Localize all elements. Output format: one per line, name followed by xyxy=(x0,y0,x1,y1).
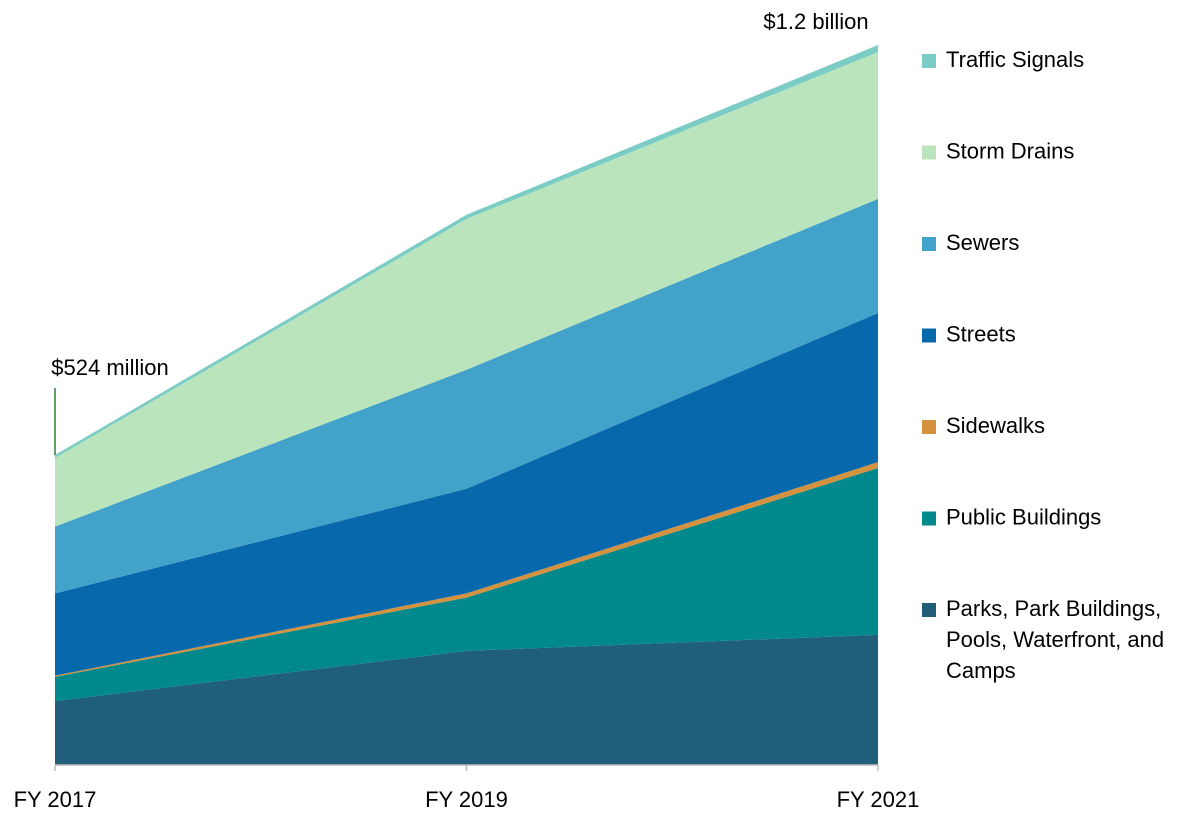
legend-swatch xyxy=(922,145,936,160)
legend-swatch xyxy=(922,420,936,434)
area xyxy=(55,468,878,702)
legend-swatch xyxy=(922,511,936,526)
legend-swatch xyxy=(922,603,936,617)
legend-label: Parks, Park Buildings, Pools, Waterfront,… xyxy=(946,596,1164,683)
legend-label-line: Camps xyxy=(946,658,1016,683)
legend-label: Streets xyxy=(946,321,1016,346)
x-tick-label: FY 2019 xyxy=(425,787,508,812)
legend-swatch xyxy=(922,237,936,251)
legend-label-line: Pools, Waterfront, and xyxy=(946,627,1164,652)
legend-label: Public Buildings xyxy=(946,504,1101,529)
area xyxy=(55,634,878,765)
area xyxy=(55,198,878,594)
area xyxy=(55,52,878,527)
annotation: $524 million xyxy=(51,355,168,380)
annotation: $1.2 billion xyxy=(763,9,868,34)
x-tick-label: FY 2017 xyxy=(14,787,97,812)
legend-swatch xyxy=(922,328,936,343)
legend-label: Storm Drains xyxy=(946,138,1074,163)
legend-label: Sidewalks xyxy=(946,413,1045,438)
legend-label: Sewers xyxy=(946,230,1019,255)
legend-swatch xyxy=(922,54,936,68)
area xyxy=(55,313,878,676)
legend-label: Traffic Signals xyxy=(946,47,1084,72)
x-tick-label: FY 2021 xyxy=(837,787,920,812)
legend-label-line: Parks, Park Buildings, xyxy=(946,596,1161,621)
